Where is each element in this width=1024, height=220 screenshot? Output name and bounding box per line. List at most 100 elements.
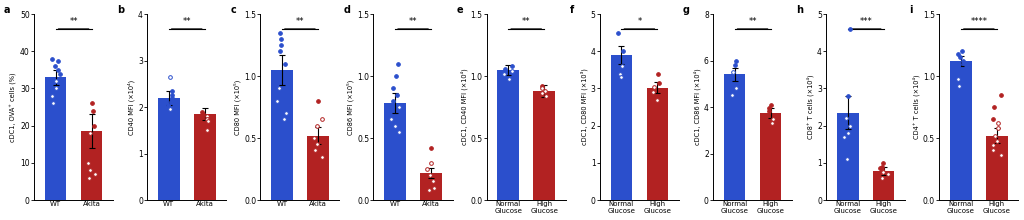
Point <box>950 62 967 65</box>
Point <box>650 72 667 75</box>
Point <box>988 139 1005 142</box>
Point <box>386 124 402 127</box>
Y-axis label: CD8⁺ T cells (×10⁴): CD8⁺ T cells (×10⁴) <box>807 75 814 139</box>
Point <box>49 68 66 72</box>
Point <box>278 112 294 115</box>
Text: **: ** <box>409 17 418 26</box>
Point <box>873 176 890 180</box>
Bar <box>646 88 669 200</box>
Bar <box>610 55 632 200</box>
Y-axis label: CD86 MFI (×10⁵): CD86 MFI (×10⁵) <box>347 79 354 135</box>
Text: h: h <box>796 5 803 15</box>
Point <box>613 64 630 68</box>
Point <box>162 108 178 111</box>
Point <box>839 157 855 161</box>
Point <box>992 154 1009 157</box>
Point <box>986 134 1002 137</box>
Bar <box>81 131 102 200</box>
Point <box>50 59 67 62</box>
Point <box>162 75 178 79</box>
Point <box>200 117 216 120</box>
Y-axis label: cDC1, CD86 MFI (×10⁴): cDC1, CD86 MFI (×10⁴) <box>693 69 701 145</box>
Point <box>391 105 408 109</box>
Point <box>309 99 326 103</box>
Point <box>534 84 550 88</box>
Y-axis label: cDC1, CD40 MFI (×10⁴): cDC1, CD40 MFI (×10⁴) <box>460 69 468 145</box>
Bar <box>760 113 781 200</box>
Bar <box>724 75 745 200</box>
Text: **: ** <box>749 17 757 26</box>
Point <box>842 124 858 127</box>
Point <box>47 64 63 68</box>
Point <box>645 90 662 94</box>
Point <box>497 72 513 75</box>
Point <box>953 50 970 53</box>
Text: e: e <box>457 5 463 15</box>
Point <box>272 43 289 47</box>
Point <box>81 169 97 172</box>
Point <box>726 63 742 67</box>
Bar <box>194 114 215 200</box>
Point <box>273 37 290 40</box>
Text: **: ** <box>70 17 78 26</box>
Point <box>43 57 59 61</box>
Bar <box>307 136 329 200</box>
Point <box>612 75 629 79</box>
Point <box>761 109 777 112</box>
Bar <box>872 171 895 200</box>
Point <box>82 131 98 135</box>
Point <box>389 93 406 96</box>
Bar <box>837 113 858 200</box>
Bar <box>420 173 441 200</box>
Point <box>649 98 666 101</box>
Y-axis label: cDC1, OVA⁺ cells (%): cDC1, OVA⁺ cells (%) <box>10 72 17 142</box>
Y-axis label: CD4⁺ T cells (×10⁴): CD4⁺ T cells (×10⁴) <box>912 75 921 139</box>
Point <box>504 64 520 68</box>
Point <box>164 94 180 97</box>
Point <box>200 119 216 123</box>
Point <box>269 99 286 103</box>
Text: ****: **** <box>971 17 987 26</box>
Point <box>874 170 891 174</box>
Point <box>842 27 858 31</box>
Point <box>763 103 779 106</box>
Point <box>949 52 966 55</box>
Point <box>871 167 888 170</box>
Point <box>949 64 966 68</box>
Point <box>615 50 632 53</box>
Point <box>838 116 854 120</box>
Y-axis label: CD40 MFI (×10⁴): CD40 MFI (×10⁴) <box>128 79 135 135</box>
Point <box>724 94 740 97</box>
Point <box>646 85 663 88</box>
Point <box>194 110 210 114</box>
Point <box>389 62 406 65</box>
Point <box>87 172 103 176</box>
Point <box>157 98 173 102</box>
Point <box>391 130 408 134</box>
Text: **: ** <box>296 17 304 26</box>
Point <box>874 169 891 172</box>
Text: g: g <box>683 5 690 15</box>
Text: ***: *** <box>859 17 872 26</box>
Text: *: * <box>637 17 641 26</box>
Point <box>388 74 404 78</box>
Point <box>161 105 177 109</box>
Point <box>385 87 401 90</box>
Text: a: a <box>4 5 10 15</box>
Point <box>534 87 550 90</box>
Point <box>537 89 553 93</box>
Point <box>422 174 438 177</box>
Point <box>306 136 323 140</box>
Point <box>951 84 968 88</box>
Point <box>948 68 965 72</box>
Point <box>764 122 780 125</box>
Point <box>985 149 1001 152</box>
Text: f: f <box>569 5 574 15</box>
Point <box>993 93 1010 96</box>
Bar <box>950 61 972 200</box>
Point <box>874 165 891 168</box>
Point <box>160 103 176 106</box>
Point <box>501 77 517 80</box>
Text: b: b <box>117 5 124 15</box>
Point <box>880 172 896 176</box>
